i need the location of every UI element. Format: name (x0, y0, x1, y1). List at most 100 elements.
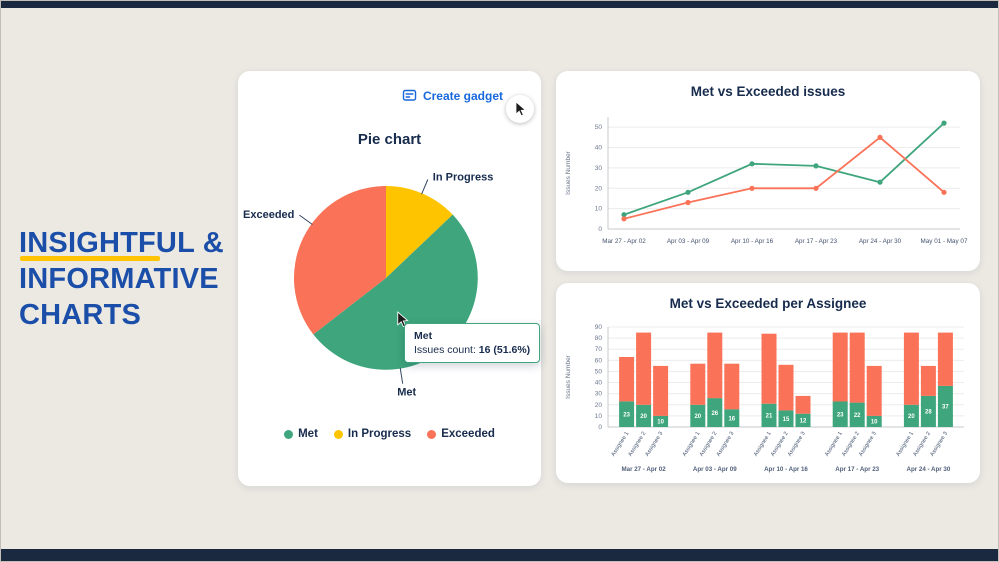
legend-dot (427, 429, 437, 439)
bar-segment-met[interactable] (619, 401, 635, 427)
headline-line-1: INSIGHTFUL & (19, 227, 224, 259)
line-chart[interactable]: 0 10 20 30 40 50 Issues Number Mar 27 - Apr 02 A… (556, 107, 980, 267)
bar-segment-exceeded[interactable] (937, 332, 953, 386)
y-tick-label: 40 (595, 380, 603, 387)
data-point-exceeded[interactable] (941, 189, 947, 195)
pie-slice-label-exceeded: Exceeded (243, 209, 294, 221)
bar-segment-exceeded[interactable] (903, 332, 919, 405)
bar-segment-exceeded[interactable] (636, 332, 652, 405)
data-point-met[interactable] (813, 163, 819, 169)
bar-segment-exceeded[interactable] (707, 332, 723, 399)
bar-segment-met[interactable] (778, 410, 794, 427)
legend-item-exceeded[interactable]: Exceeded (427, 428, 495, 440)
y-tick-label: 90 (595, 324, 603, 331)
bar-segment-met[interactable] (724, 409, 740, 427)
y-axis-label: Issues Number (565, 150, 572, 195)
pie-label-connector (299, 214, 313, 225)
pie-slice-exceeded[interactable] (293, 186, 386, 335)
bar-segment-met[interactable] (832, 401, 848, 427)
pie-chart-title: Pie chart (357, 131, 422, 148)
bar-segment-exceeded[interactable] (653, 365, 669, 416)
bar-segment-exceeded[interactable] (849, 332, 865, 403)
bar-segment-met[interactable] (761, 403, 777, 427)
bar-value-met: 28 (925, 410, 932, 416)
bar-value-met: 23 (623, 412, 630, 418)
assignee-label: Assignee 3 (716, 431, 736, 458)
bar-value-met: 15 (783, 417, 790, 423)
bar-segment-met[interactable] (937, 385, 953, 427)
data-point-met[interactable] (877, 179, 883, 185)
pie-slice-in-progress[interactable] (386, 186, 453, 278)
tooltip-label: Issues count: (414, 344, 476, 357)
bar-segment-met[interactable] (690, 404, 706, 427)
group-label: Apr 17 - Apr 23 (835, 466, 879, 473)
headline-line-3: CHARTS (19, 299, 142, 331)
bar-segment-met[interactable] (653, 415, 669, 427)
group-label: Apr 10 - Apr 16 (764, 466, 808, 473)
legend-label: Met (298, 428, 318, 440)
line-chart-card: Met vs Exceeded issues 0 10 20 30 40 50 Issues… (556, 71, 980, 271)
bar-segment-exceeded[interactable] (619, 357, 635, 402)
bar-segment-met[interactable] (920, 395, 936, 427)
bar-segment-met[interactable] (795, 413, 811, 427)
cursor-icon (515, 101, 527, 117)
data-point-exceeded[interactable] (749, 185, 755, 191)
create-gadget-button[interactable]: Create gadget (402, 88, 503, 103)
tooltip-row: Issues count: 16 (51.6%) (414, 343, 530, 357)
y-tick-label: 10 (595, 413, 603, 420)
bar-segment-exceeded[interactable] (690, 363, 706, 405)
headline-line-2: INFORMATIVE (19, 263, 219, 295)
y-tick-label: 80 (595, 335, 603, 342)
headline-underline (20, 256, 160, 261)
legend-label: Exceeded (441, 428, 495, 440)
bar-segment-exceeded[interactable] (866, 365, 882, 416)
bar-segment-exceeded[interactable] (795, 395, 811, 414)
stacked-bar-chart[interactable]: 0 10 20 30 40 50 60 70 80 90 Issues Number 23 Assign… (556, 319, 980, 489)
create-gadget-icon (402, 89, 417, 101)
y-tick-label: 20 (595, 402, 603, 409)
bar-segment-exceeded[interactable] (832, 332, 848, 402)
create-gadget-label: Create gadget (422, 88, 503, 103)
bar-value-met: 20 (694, 414, 701, 420)
bar-chart-card: Met vs Exceeded per Assignee 0 10 20 30 40 50… (556, 283, 980, 483)
bar-segment-met[interactable] (636, 404, 652, 427)
bar-segment-met[interactable] (866, 415, 882, 427)
data-point-met[interactable] (685, 189, 691, 195)
pie-chart-card: Create gadget Pie chart In Progress Met Ex… (238, 71, 541, 486)
tooltip-title: Met (414, 330, 433, 342)
legend-label: In Progress (347, 428, 412, 440)
x-tick-label: May 01 - May 07 (921, 238, 968, 245)
legend-item-met[interactable]: Met (284, 428, 318, 440)
assignee-label: Assignee 3 (929, 431, 949, 458)
bar-segment-exceeded[interactable] (920, 365, 936, 396)
data-point-met[interactable] (621, 212, 627, 218)
bar-value-met: 20 (908, 414, 915, 420)
pie-chart[interactable]: In Progress Met Exceeded (238, 151, 541, 426)
bar-segment-exceeded[interactable] (761, 333, 777, 404)
data-point-exceeded[interactable] (877, 134, 883, 140)
y-tick-label: 0 (598, 226, 602, 233)
bar-value-met: 10 (657, 420, 664, 426)
data-point-met[interactable] (749, 161, 755, 167)
pie-tooltip: Met Issues count: 16 (51.6%) (404, 323, 541, 364)
pie-chart-area: In Progress Met Exceeded Met Issues count:… (238, 151, 541, 426)
bar-segment-met[interactable] (849, 402, 865, 427)
data-point-exceeded[interactable] (813, 185, 819, 191)
bar-segment-exceeded[interactable] (724, 363, 740, 410)
y-tick-label: 60 (595, 357, 603, 364)
bar-chart-title: Met vs Exceeded per Assignee (669, 296, 867, 311)
y-tick-label: 50 (595, 124, 603, 131)
assignee-label: Assignee 3 (645, 431, 665, 458)
data-point-exceeded[interactable] (621, 216, 627, 222)
bar-segment-met[interactable] (903, 404, 919, 427)
bar-segment-exceeded[interactable] (778, 364, 794, 411)
y-tick-label: 0 (598, 424, 602, 431)
legend-item-in-progress[interactable]: In Progress (333, 428, 412, 440)
data-point-exceeded[interactable] (685, 199, 691, 206)
data-point-met[interactable] (941, 120, 947, 126)
bar-value-met: 20 (640, 414, 647, 420)
bottom-border-strip (1, 549, 998, 561)
bar-value-met: 16 (728, 416, 735, 422)
x-tick-label: Mar 27 - Apr 02 (602, 238, 646, 245)
bar-segment-met[interactable] (707, 398, 723, 427)
